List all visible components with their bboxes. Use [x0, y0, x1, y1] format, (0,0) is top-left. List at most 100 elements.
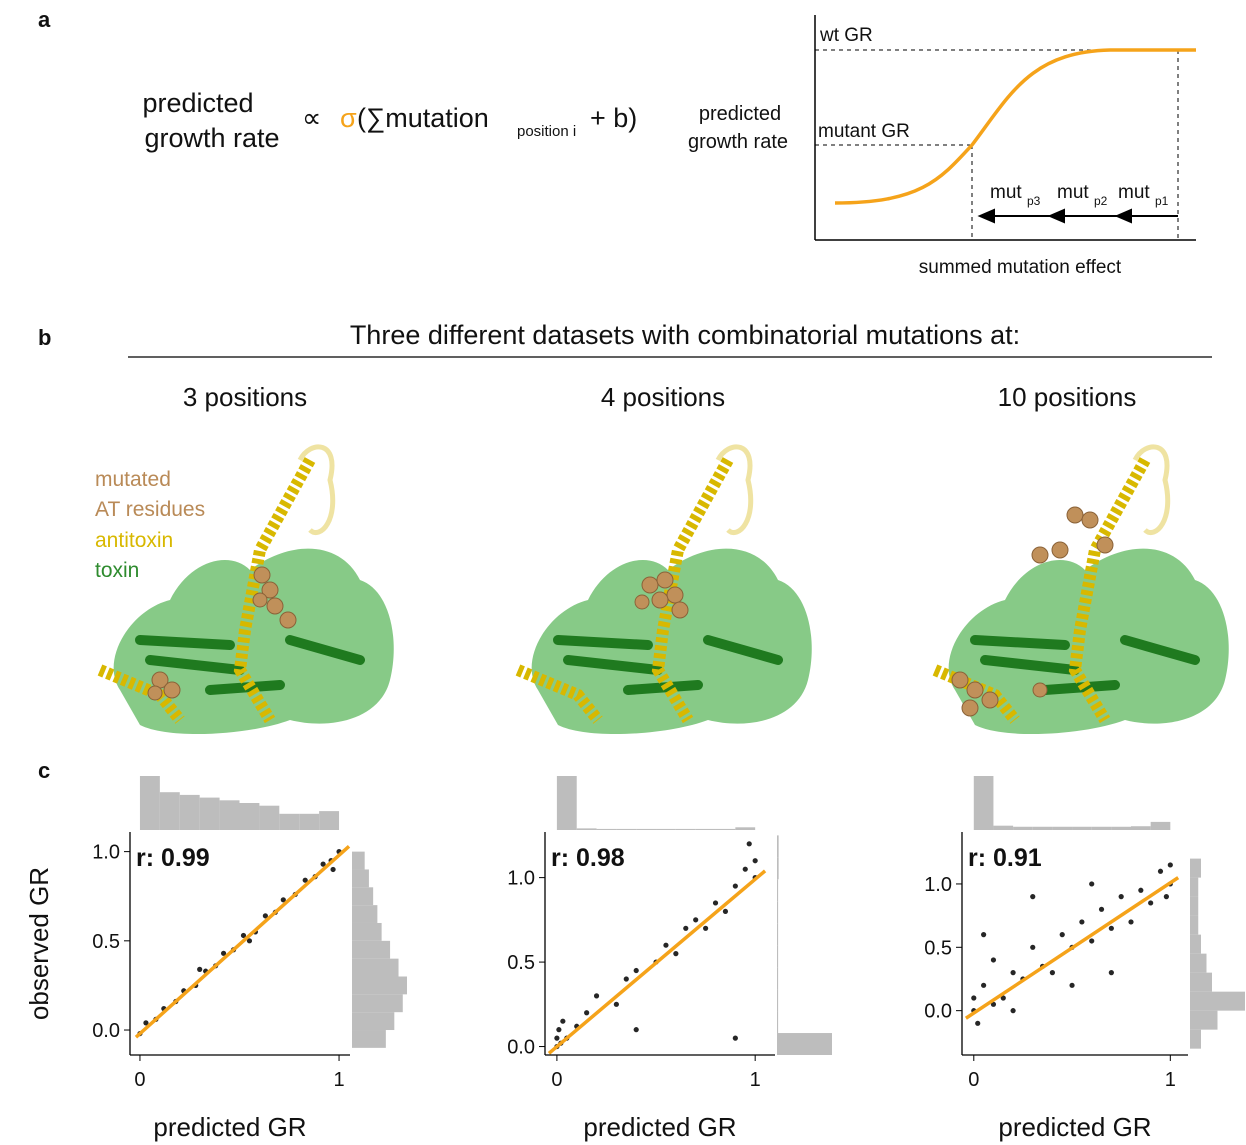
histogram-bar — [352, 1012, 395, 1031]
histogram-bar — [352, 940, 391, 959]
plot-area — [545, 832, 775, 1055]
point — [1118, 894, 1124, 900]
x-tick-label: 0 — [968, 1069, 979, 1091]
legend-text: toxin — [95, 559, 139, 582]
histogram-bar — [1190, 915, 1199, 935]
histogram-bar — [556, 776, 577, 830]
histogram-bar — [777, 879, 779, 902]
histogram-bar — [675, 828, 696, 830]
column-title: 10 positions — [998, 382, 1137, 412]
point — [1049, 970, 1055, 976]
point — [593, 993, 600, 999]
label: wt GR — [819, 25, 873, 46]
point — [1059, 932, 1065, 938]
point — [584, 1010, 590, 1016]
y-tick-label: 0.0 — [507, 1037, 535, 1059]
y-tick-label: 0.5 — [507, 952, 535, 974]
histogram-bar — [715, 828, 736, 830]
column-title: 4 positions — [601, 382, 725, 412]
formula-text: (∑mutation — [357, 103, 489, 133]
x-tick-label: 0 — [134, 1069, 145, 1091]
point — [1089, 938, 1095, 944]
x-axis-label: predicted GR — [583, 1112, 736, 1142]
sigmoid — [834, 48, 1196, 205]
point — [554, 1035, 560, 1041]
histogram-bar — [319, 811, 340, 830]
histogram-bar — [279, 813, 300, 830]
label: mut — [1118, 182, 1150, 203]
point — [197, 966, 203, 972]
histogram-bar — [352, 887, 374, 906]
point — [981, 982, 987, 988]
histogram-bar — [1190, 953, 1207, 973]
histogram-bar — [1190, 858, 1201, 878]
fit-line — [547, 869, 767, 1055]
point — [633, 967, 639, 974]
annotation: r: 0.98 — [551, 844, 625, 872]
y-tick-label: 0.5 — [924, 937, 952, 959]
point — [1030, 944, 1036, 950]
label: p3 — [1027, 194, 1041, 208]
label: mut — [990, 182, 1022, 203]
histogram-bar — [1111, 826, 1132, 830]
histogram-bar — [1190, 1010, 1218, 1030]
point — [556, 1027, 562, 1033]
point — [1138, 887, 1144, 893]
point — [330, 866, 336, 873]
formula-text: predicted — [142, 88, 253, 118]
label: summed mutation effect — [919, 257, 1122, 278]
histogram-bar — [239, 803, 260, 830]
histogram-bar — [259, 805, 280, 830]
point — [683, 925, 689, 931]
histogram-bar — [1052, 826, 1073, 830]
annotation: r: 0.91 — [968, 844, 1042, 872]
histogram-bar — [576, 828, 597, 830]
point — [990, 1001, 997, 1007]
histogram-bar — [777, 989, 779, 1012]
point — [280, 897, 286, 903]
histogram-bar — [1190, 896, 1199, 916]
histogram-bar — [735, 827, 756, 830]
point — [732, 1035, 738, 1041]
histogram-bar — [973, 776, 994, 830]
histogram-bar — [777, 1011, 779, 1034]
point — [240, 932, 247, 939]
formula-subscript: position i — [517, 123, 576, 140]
histogram-bar — [1190, 934, 1201, 954]
histogram-bar — [656, 828, 676, 830]
y-axis-label: observed GR — [24, 867, 54, 1020]
point — [703, 925, 709, 931]
point — [663, 942, 669, 948]
point — [746, 841, 752, 847]
legend-text: mutated — [95, 468, 171, 491]
x-tick-label: 1 — [750, 1069, 761, 1091]
histogram-bar — [777, 857, 779, 880]
histogram-bar — [352, 922, 382, 941]
panel-label: c — [38, 758, 50, 783]
point — [623, 976, 629, 982]
x-tick-label: 1 — [1165, 1069, 1176, 1091]
label: mut — [1057, 182, 1089, 203]
histogram-bar — [219, 800, 240, 830]
histogram-bar — [695, 828, 716, 830]
point — [1030, 894, 1036, 900]
histogram-bar — [616, 828, 637, 830]
column-title: 3 positions — [183, 382, 307, 412]
arrows — [977, 208, 1178, 224]
point — [560, 1018, 566, 1024]
label: predicted — [699, 103, 781, 125]
histogram-bar — [1131, 826, 1151, 830]
point — [220, 950, 227, 956]
histogram-bar — [352, 851, 365, 870]
formula-text: growth rate — [144, 123, 279, 153]
histogram-bar — [993, 825, 1014, 830]
label: growth rate — [688, 131, 788, 153]
histogram-bar — [1091, 826, 1112, 830]
point — [1148, 900, 1154, 906]
histogram-bar — [777, 835, 779, 858]
legend-text: antitoxin — [95, 529, 173, 552]
histogram-bar — [299, 813, 320, 830]
x-axis-label: predicted GR — [998, 1112, 1151, 1142]
point — [613, 1001, 619, 1007]
histogram-bar — [179, 794, 200, 830]
